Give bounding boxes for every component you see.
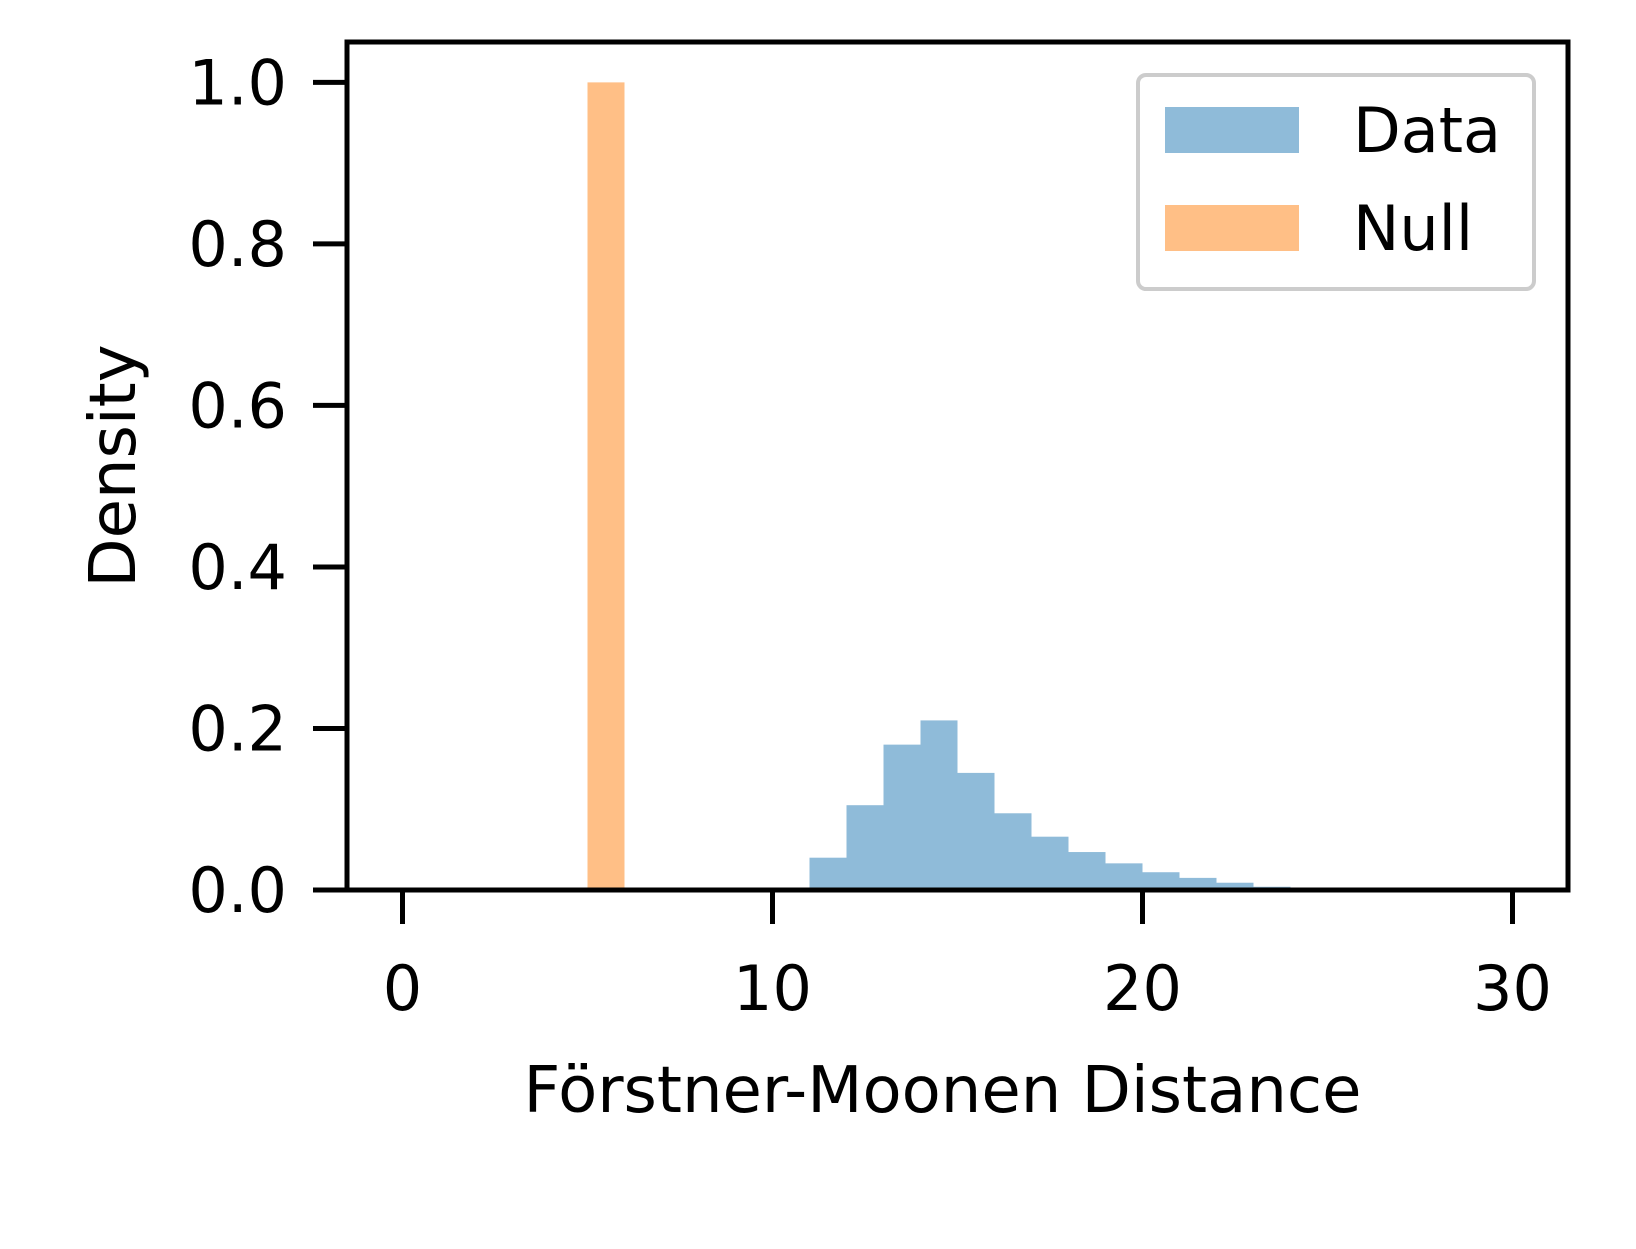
y-tick-label: 0.0 [188,854,287,927]
y-tick-label: 0.4 [188,531,287,604]
bar-data [1216,882,1254,890]
bar-data [1179,877,1217,890]
legend-label-null: Null [1353,192,1473,265]
bar-data [920,720,958,890]
bar-data [1142,872,1180,890]
bar-data [1068,852,1106,890]
legend: Data Null [1136,73,1536,291]
series-data-bars [772,720,1291,890]
plot-frame [344,39,1571,893]
legend-swatch-null [1165,205,1299,251]
x-tick-label: 30 [1473,952,1552,1025]
y-tick-label: 0.8 [188,208,287,281]
y-tick-label: 0.2 [188,692,287,765]
bar-null [587,82,625,890]
series-null-bars [587,82,625,890]
bar-data [1105,863,1143,890]
x-axis-label: Förstner-Moonen Distance [524,1054,1362,1128]
bar-data [1031,836,1069,890]
y-tick-label: 1.0 [188,46,287,119]
legend-label-data: Data [1353,94,1501,167]
x-axis-ticks: 0 10 20 30 [383,890,1552,1025]
legend-swatch-data [1165,107,1299,153]
bar-data [957,772,995,890]
bar-data [809,857,847,890]
y-tick-label: 0.6 [188,369,287,442]
x-tick-label: 20 [1103,952,1182,1025]
bars-layer [587,82,1291,890]
bar-data [846,805,884,890]
y-axis-ticks: 0.0 0.2 0.4 0.6 0.8 1.0 [188,46,347,927]
bar-data [994,813,1032,890]
x-tick-label: 0 [383,952,422,1025]
x-tick-label: 10 [733,952,812,1025]
bar-data [883,744,921,890]
y-axis-label: Density [77,344,151,587]
